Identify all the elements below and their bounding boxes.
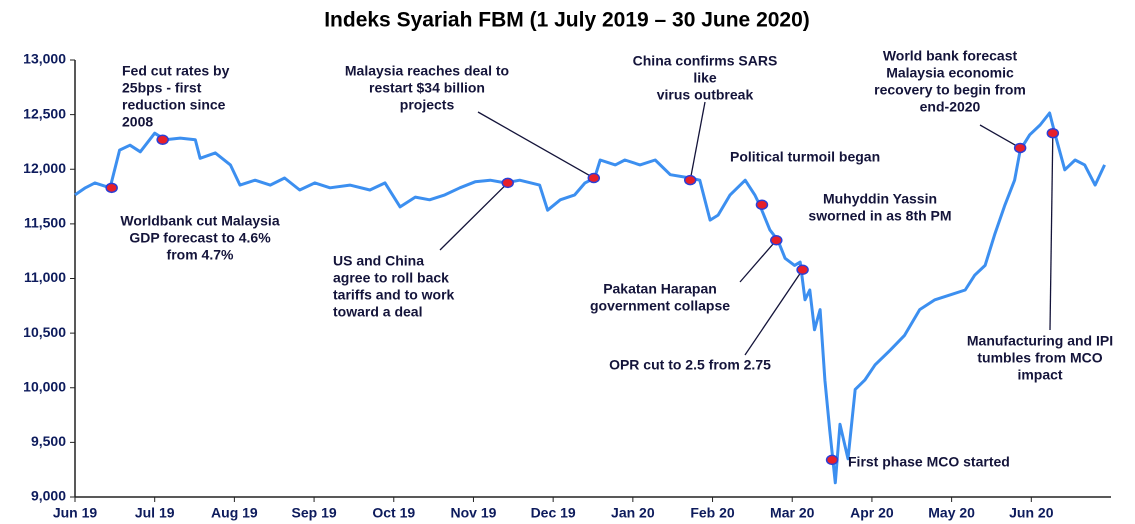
annotation-text: Political turmoil began xyxy=(730,149,880,165)
annotation-text: First phase MCO started xyxy=(848,454,1010,470)
x-tick-label: Jun 20 xyxy=(1009,505,1054,521)
annotation-text: OPR cut to 2.5 from 2.75 xyxy=(609,357,771,373)
annotation-text: restart $34 billion xyxy=(369,80,485,96)
annotation-text: agree to roll back xyxy=(333,270,449,286)
annotation-text: like xyxy=(693,70,717,86)
x-tick-label: Jan 20 xyxy=(611,505,655,521)
y-tick-label: 13,000 xyxy=(23,51,66,67)
annotation-connector xyxy=(689,101,706,181)
annotation-text: GDP forecast to 4.6% xyxy=(129,230,271,246)
annotation-text: tumbles from MCO xyxy=(977,350,1102,366)
annotation-connector xyxy=(979,124,1021,149)
x-tick-label: Jul 19 xyxy=(135,505,175,521)
event-marker xyxy=(156,134,169,146)
annotation-text: recovery to begin from xyxy=(874,82,1026,98)
x-tick-label: Dec 19 xyxy=(531,505,576,521)
y-tick-label: 9,500 xyxy=(31,433,66,449)
annotation-text: China confirms SARS xyxy=(633,53,778,69)
y-tick-label: 12,500 xyxy=(23,105,66,121)
x-tick-label: Apr 20 xyxy=(850,505,894,521)
annotation-text: Worldbank cut Malaysia xyxy=(120,213,279,229)
x-tick-label: May 20 xyxy=(928,505,975,521)
annotation-text: toward a deal xyxy=(333,304,422,320)
annotation-text: tariffs and to work xyxy=(333,287,455,303)
annotation-connector xyxy=(744,269,804,356)
annotation-text: Fed cut rates by xyxy=(122,63,230,79)
x-tick-label: Aug 19 xyxy=(211,505,258,521)
annotation-text: World bank forecast xyxy=(883,48,1018,64)
annotation-text: US and China xyxy=(333,253,424,269)
annotation-text: Manufacturing and IPI xyxy=(967,333,1113,349)
annotation-text: Malaysia economic xyxy=(886,65,1014,81)
annotation-text: 2008 xyxy=(122,114,153,130)
event-marker xyxy=(770,235,783,246)
annotation-text: Muhyddin Yassin xyxy=(823,191,937,207)
event-marker xyxy=(587,172,601,184)
event-marker xyxy=(755,199,769,211)
annotation-text: end-2020 xyxy=(920,99,981,115)
y-tick-label: 11,000 xyxy=(24,269,66,285)
event-marker xyxy=(501,177,514,189)
annotation-connector xyxy=(739,239,777,283)
x-tick-label: Sep 19 xyxy=(292,505,337,521)
x-tick-label: Jun 19 xyxy=(53,505,98,521)
annotation-text: government collapse xyxy=(590,298,730,314)
annotation-text: from 4.7% xyxy=(167,247,234,263)
annotation-text: reduction since xyxy=(122,97,226,113)
y-tick-label: 12,000 xyxy=(23,160,66,176)
annotation-text: virus outbreak xyxy=(657,87,754,103)
annotation-text: Malaysia reaches deal to xyxy=(345,63,509,79)
event-marker xyxy=(105,182,118,194)
event-marker xyxy=(1013,142,1027,154)
annotation-connector xyxy=(477,111,595,179)
event-marker xyxy=(1046,127,1060,139)
event-marker xyxy=(825,454,839,466)
annotation-text: projects xyxy=(400,97,455,113)
y-tick-label: 10,000 xyxy=(23,378,66,394)
x-tick-label: Nov 19 xyxy=(451,505,497,521)
annotation-connector xyxy=(439,182,509,251)
annotation-text: impact xyxy=(1017,367,1062,383)
y-tick-label: 11,500 xyxy=(24,215,66,231)
chart-title: Indeks Syariah FBM (1 July 2019 – 30 Jun… xyxy=(324,9,810,32)
x-tick-label: Feb 20 xyxy=(690,505,735,521)
y-tick-label: 10,500 xyxy=(23,324,66,340)
annotation-connector xyxy=(1049,133,1054,331)
event-marker xyxy=(683,174,697,186)
annotation-text: 25bps - first xyxy=(122,80,202,96)
x-tick-label: Mar 20 xyxy=(770,505,815,521)
event-marker xyxy=(796,264,809,276)
x-tick-label: Oct 19 xyxy=(372,505,415,521)
annotation-text: sworned in as 8th PM xyxy=(808,208,951,224)
annotation-text: Pakatan Harapan xyxy=(603,281,717,297)
y-tick-label: 9,000 xyxy=(31,488,66,504)
